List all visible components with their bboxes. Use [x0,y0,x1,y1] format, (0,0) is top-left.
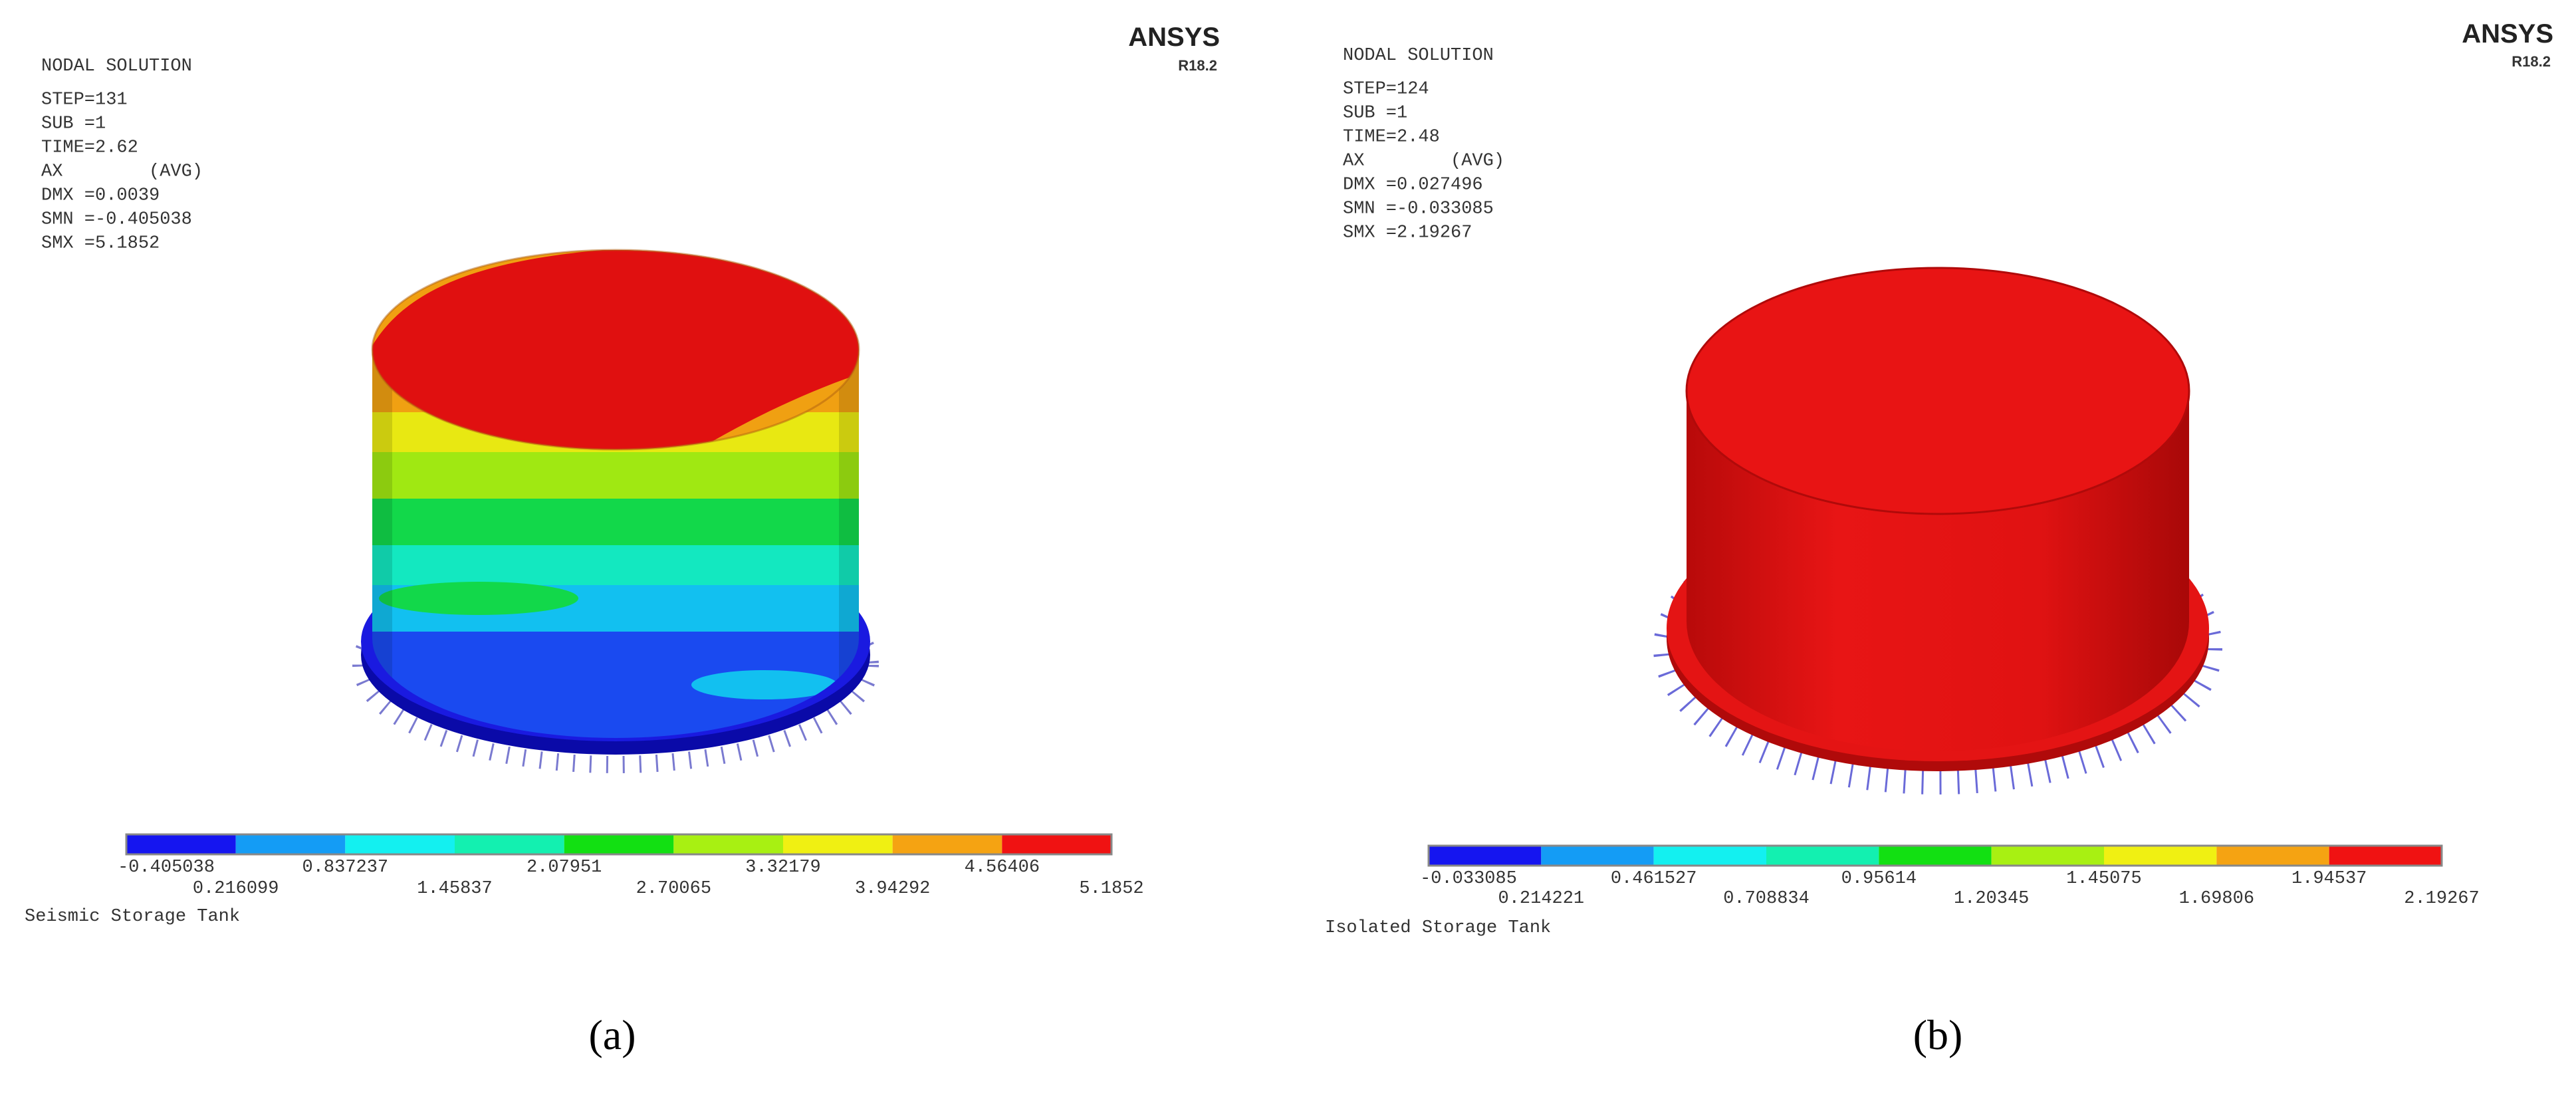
legend-swatch [2216,846,2329,866]
subtitle: Isolated Storage Tank [1325,918,1551,938]
panel-b: ANSYS R18.2 NODAL SOLUTION STEP=124 SUB =1 TI… [1325,19,2553,1058]
caption: (b) [1913,1011,1963,1058]
brand-logo: ANSYS [1128,23,1220,52]
contour-value: 2.70065 [636,879,711,899]
brand-logo: ANSYS [2462,19,2553,49]
legend-swatch [345,834,455,854]
legend-swatch [235,834,346,854]
header-line: NODAL SOLUTION [41,57,192,76]
header-line: STEP=124 [1343,79,1429,99]
panel-a: ANSYS R18.2 NODAL SOLUTION STEP=131 SUB =1 TI… [25,23,1220,1058]
legend-swatch [2104,846,2217,866]
header-line: SMN =-0.033085 [1343,199,1494,219]
header-line: STEP=131 [41,90,128,110]
contour-value: 0.461527 [1611,869,1697,889]
contour-value: 2.19267 [2404,889,2479,909]
contour-value: 3.32179 [745,858,820,878]
header-line: SUB =1 [1343,103,1407,123]
legend-swatch [892,834,1002,854]
contour-value: 0.837237 [302,858,389,878]
contour-value: 0.214221 [1498,889,1585,909]
contour-value: 5.1852 [1079,879,1143,899]
contour-value: 2.07951 [527,858,602,878]
contour-value: 0.216099 [193,879,279,899]
legend-swatch [564,834,674,854]
contour-value: -0.033085 [1420,869,1517,889]
contour-value: -0.405038 [118,858,215,878]
header-line: AX (AVG) [41,162,203,182]
header-line: TIME=2.48 [1343,127,1440,147]
legend-swatch [126,834,236,854]
version-label: R18.2 [2512,53,2551,70]
legend-swatch [1991,846,2104,866]
header-line: SUB =1 [41,114,106,134]
legend-frame [1427,844,2443,867]
tank-model-b [1653,267,2222,794]
tank-model-a [352,249,879,773]
legend-swatch [673,834,783,854]
header-line: TIME=2.62 [41,138,138,158]
contour-value: 1.45837 [417,879,492,899]
version-label: R18.2 [1178,57,1217,74]
legend-swatch [1429,846,1542,866]
contour-value: 1.94537 [2291,869,2367,889]
header-line: NODAL SOLUTION [1343,46,1494,66]
legend-frame [125,833,1113,856]
contour-value: 0.95614 [1841,869,1917,889]
legend-swatch [455,834,564,854]
legend-swatch [2329,846,2442,866]
contour-value: 0.708834 [1723,889,1810,909]
contour-value: 1.69806 [2179,889,2254,909]
legend-swatch [1653,846,1766,866]
header-line: DMX =0.027496 [1343,175,1483,195]
legend-swatch [1002,834,1112,854]
header-line: SMX =2.19267 [1343,223,1472,243]
contour-value: 1.20345 [1954,889,2029,909]
header-line: SMX =5.1852 [41,233,160,253]
subtitle: Seismic Storage Tank [25,907,240,927]
legend-swatch [783,834,893,854]
contour-value: 1.45075 [2066,869,2141,889]
header-line: DMX =0.0039 [41,185,160,205]
legend-swatch [1766,846,1879,866]
header-line: SMN =-0.405038 [41,209,192,229]
legend-swatch [1879,846,1992,866]
header-line: AX (AVG) [1343,151,1504,171]
contour-value: 3.94292 [855,879,930,899]
contour-value: 4.56406 [965,858,1040,878]
legend-swatch [1541,846,1654,866]
caption: (a) [588,1011,636,1058]
